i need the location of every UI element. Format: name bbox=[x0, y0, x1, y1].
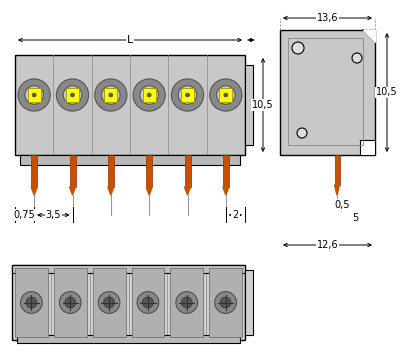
Bar bbox=[104, 88, 117, 101]
Circle shape bbox=[104, 297, 114, 308]
Bar bbox=[170, 268, 203, 337]
Bar bbox=[360, 140, 375, 155]
Text: 5: 5 bbox=[352, 213, 358, 223]
Circle shape bbox=[292, 42, 304, 54]
Bar bbox=[245, 65, 253, 145]
Polygon shape bbox=[31, 187, 37, 195]
Bar bbox=[15, 55, 245, 155]
Bar bbox=[280, 30, 375, 155]
Text: L: L bbox=[127, 35, 133, 45]
Circle shape bbox=[216, 86, 235, 104]
Circle shape bbox=[178, 86, 197, 104]
Circle shape bbox=[220, 297, 231, 308]
Circle shape bbox=[352, 53, 362, 63]
Bar bbox=[20, 155, 240, 165]
Circle shape bbox=[147, 93, 151, 97]
Circle shape bbox=[70, 93, 74, 97]
Circle shape bbox=[297, 128, 307, 138]
Polygon shape bbox=[223, 187, 229, 195]
Text: 12,6: 12,6 bbox=[317, 240, 338, 250]
Bar bbox=[108, 155, 114, 187]
Circle shape bbox=[20, 292, 42, 313]
Bar bbox=[288, 38, 363, 145]
Circle shape bbox=[140, 86, 158, 104]
Circle shape bbox=[224, 93, 228, 97]
Circle shape bbox=[186, 93, 190, 97]
Polygon shape bbox=[70, 187, 76, 195]
Circle shape bbox=[215, 292, 236, 313]
Bar bbox=[31, 155, 37, 187]
Bar bbox=[12, 265, 245, 340]
Circle shape bbox=[25, 86, 44, 104]
Text: 13,6: 13,6 bbox=[317, 13, 338, 23]
Circle shape bbox=[172, 79, 204, 111]
Circle shape bbox=[95, 79, 127, 111]
Bar bbox=[93, 268, 126, 337]
Bar bbox=[28, 88, 41, 101]
Circle shape bbox=[56, 79, 89, 111]
Bar bbox=[223, 155, 229, 187]
Circle shape bbox=[63, 86, 82, 104]
Polygon shape bbox=[334, 185, 340, 195]
Bar bbox=[12, 265, 245, 273]
Circle shape bbox=[98, 292, 120, 313]
Circle shape bbox=[26, 297, 37, 308]
Text: 2: 2 bbox=[232, 210, 238, 220]
Bar bbox=[70, 155, 76, 187]
Polygon shape bbox=[184, 187, 190, 195]
Polygon shape bbox=[363, 30, 375, 42]
Text: 10,5: 10,5 bbox=[252, 100, 274, 110]
Bar bbox=[17, 335, 240, 343]
Circle shape bbox=[18, 79, 50, 111]
Text: 0,5: 0,5 bbox=[334, 200, 350, 210]
Circle shape bbox=[133, 79, 165, 111]
Text: 0,75: 0,75 bbox=[14, 210, 36, 220]
Bar bbox=[54, 268, 87, 337]
Text: 3,5: 3,5 bbox=[46, 210, 61, 220]
Bar bbox=[66, 88, 79, 101]
Bar bbox=[15, 268, 48, 337]
Circle shape bbox=[210, 79, 242, 111]
Circle shape bbox=[176, 292, 198, 313]
Circle shape bbox=[181, 297, 192, 308]
Circle shape bbox=[137, 292, 159, 313]
Bar bbox=[146, 155, 152, 187]
Circle shape bbox=[142, 297, 153, 308]
Circle shape bbox=[65, 297, 76, 308]
Polygon shape bbox=[108, 187, 114, 195]
Bar bbox=[143, 88, 156, 101]
Bar bbox=[209, 268, 242, 337]
Polygon shape bbox=[146, 187, 152, 195]
Bar bbox=[245, 270, 253, 335]
Circle shape bbox=[32, 93, 36, 97]
Circle shape bbox=[59, 292, 81, 313]
Bar bbox=[132, 268, 164, 337]
Bar bbox=[181, 88, 194, 101]
Text: 10,5: 10,5 bbox=[376, 87, 398, 98]
Circle shape bbox=[102, 86, 120, 104]
Bar bbox=[334, 155, 340, 185]
Bar bbox=[219, 88, 232, 101]
Circle shape bbox=[109, 93, 113, 97]
Bar bbox=[184, 155, 190, 187]
